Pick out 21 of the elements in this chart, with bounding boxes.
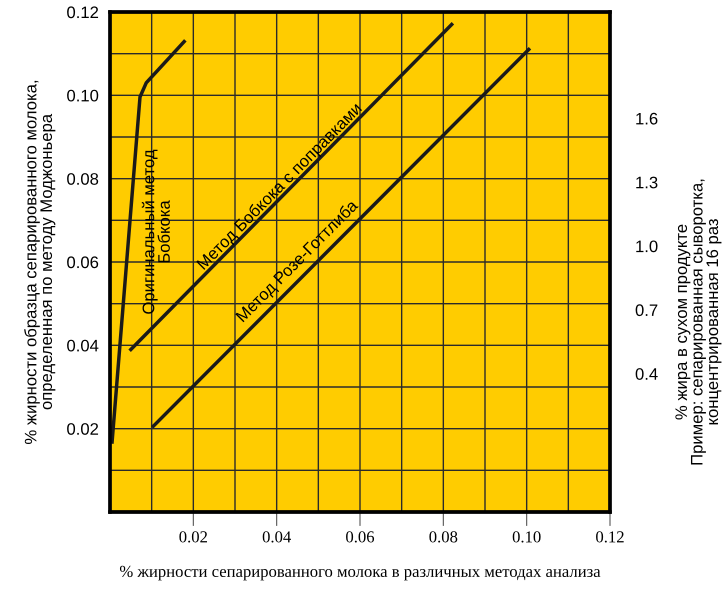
x-tick-label: 0.12 (596, 531, 624, 543)
y-tick-label: 0.10 (67, 90, 98, 102)
annotation: Оригинальный метод Бобкока (142, 150, 170, 314)
x-axis-title: % жирности сепарированного молока в различных методах анализа (120, 566, 600, 580)
y-tick-label: 0.06 (67, 256, 98, 268)
y2-tick-label: 1.3 (636, 176, 658, 188)
y-tick-label: 0.12 (67, 6, 98, 18)
y2-tick-label: 1.6 (636, 112, 658, 125)
x-tick-label: 0.08 (429, 531, 458, 543)
x-tick-label: 0.10 (512, 531, 541, 543)
x-tick-label: 0.04 (262, 531, 291, 543)
x-tick-label: 0.06 (346, 531, 374, 543)
y2-tick-label: 0.4 (636, 368, 658, 380)
x-tick-label: 0.02 (179, 531, 207, 543)
y2-tick-label: 1.0 (636, 240, 658, 252)
y2-tick-label: 0.7 (636, 304, 658, 316)
y-tick-label: 0.04 (67, 340, 98, 352)
y-tick-label: 0.02 (67, 423, 98, 435)
y-axis-title: % жирности образца сепарированного молока, определенная по методу Моджоньера (24, 80, 56, 444)
y2-axis-title: % жира в сухом продукте Пример: сепарированная сыворотка, концентрированная 16 раз (675, 180, 722, 464)
y-tick-label: 0.08 (67, 173, 98, 185)
